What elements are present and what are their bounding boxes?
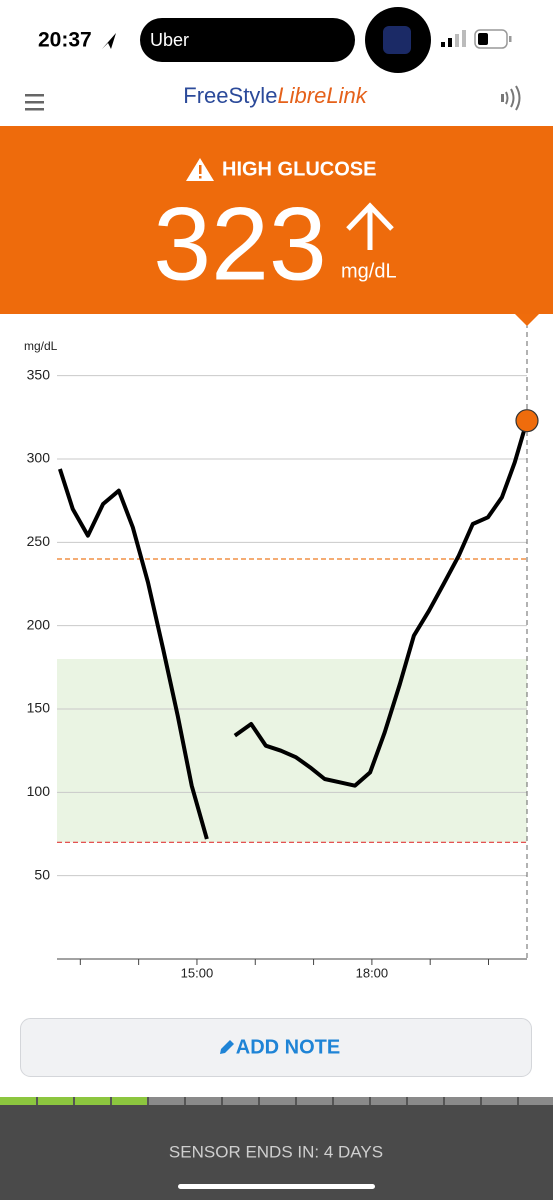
sensor-progress bbox=[0, 1097, 553, 1105]
alert-banner bbox=[0, 126, 553, 314]
dynamic-island bbox=[140, 18, 355, 62]
y-tick-label: 100 bbox=[27, 783, 51, 799]
warning-dot bbox=[199, 176, 202, 179]
x-tick-label: 15:00 bbox=[181, 965, 214, 980]
trend-arrow bbox=[346, 202, 394, 250]
y-tick-label: 50 bbox=[34, 866, 50, 882]
glucose-chart: 50 100 150 200 250 300 350 15:00 18:00 bbox=[27, 314, 539, 980]
brand-librelink: LibreLink bbox=[277, 83, 367, 108]
y-tick-label: 300 bbox=[27, 450, 51, 466]
app-icon bbox=[383, 26, 411, 54]
battery-level bbox=[478, 33, 488, 45]
sensor-text: SENSOR ENDS IN: 4 DAYS bbox=[169, 1142, 383, 1161]
brand: FreeStyleLibreLink bbox=[183, 83, 367, 108]
y-tick-label: 250 bbox=[27, 533, 51, 549]
glucose-unit: mg/dL bbox=[341, 260, 397, 282]
menu-button[interactable] bbox=[25, 94, 44, 111]
current-reading bbox=[515, 409, 539, 433]
app-name: Uber bbox=[150, 30, 189, 50]
warning-mark bbox=[199, 165, 202, 174]
alert-title: HIGH GLUCOSE bbox=[222, 158, 376, 180]
glucose-value: 323 bbox=[153, 186, 327, 302]
battery-tip bbox=[509, 36, 512, 42]
battery bbox=[474, 29, 508, 49]
nfc-dot bbox=[501, 94, 504, 102]
home-indicator bbox=[178, 1184, 375, 1189]
signal bbox=[441, 30, 466, 47]
button-label: ADD NOTE bbox=[236, 1036, 340, 1058]
location-icon bbox=[102, 33, 116, 49]
glucose-line bbox=[58, 420, 529, 840]
now-marker bbox=[515, 314, 539, 326]
x-tick-label: 18:00 bbox=[356, 965, 389, 980]
nfc-icon bbox=[505, 85, 521, 111]
clock: 20:37 bbox=[38, 29, 92, 52]
pencil-icon bbox=[220, 1040, 234, 1054]
add-note-button[interactable]: ADD NOTE bbox=[20, 1018, 532, 1077]
y-tick-label: 350 bbox=[27, 366, 51, 382]
y-axis-label: mg/dL bbox=[24, 339, 58, 353]
y-tick-label: 150 bbox=[27, 700, 51, 716]
button-bg bbox=[20, 1018, 532, 1077]
target-range bbox=[57, 659, 527, 843]
y-tick-label: 200 bbox=[27, 616, 51, 632]
brand-freestyle: FreeStyle bbox=[183, 83, 277, 108]
